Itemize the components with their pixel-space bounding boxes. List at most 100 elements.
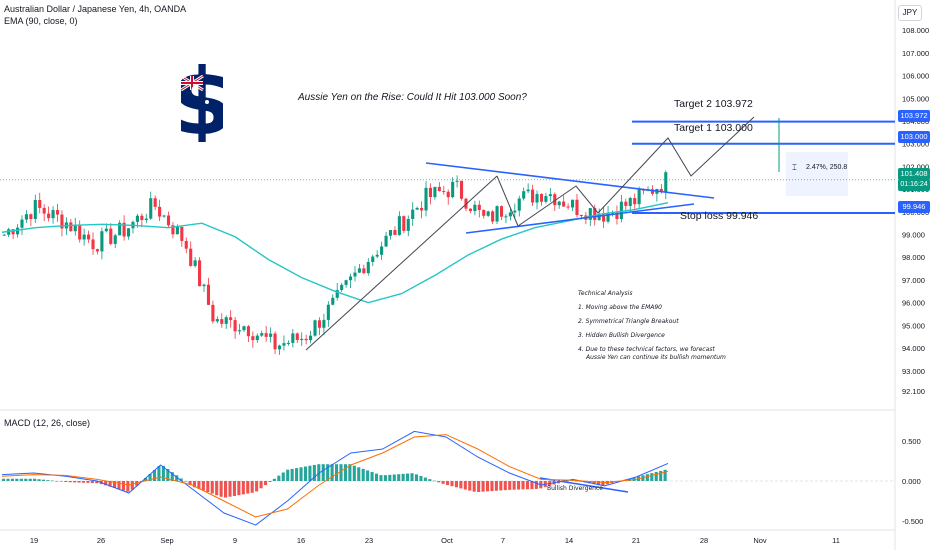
candle-body — [246, 326, 250, 337]
candle-body — [615, 212, 619, 220]
stop-loss-label: Stop loss 99.946 — [680, 210, 759, 222]
candle-body — [348, 276, 353, 281]
macd-histogram-bar — [59, 481, 63, 482]
candle-body — [118, 222, 122, 236]
macd-histogram-bar — [423, 477, 427, 481]
macd-histogram-bar — [352, 465, 356, 481]
macd-histogram-bar — [224, 481, 228, 498]
candle-body — [100, 231, 104, 252]
candle-body — [215, 319, 219, 322]
candle-body — [295, 333, 299, 341]
candle-body — [78, 225, 82, 240]
x-tick-label: Sep — [160, 536, 173, 545]
macd-histogram-bar — [499, 481, 503, 491]
macd-histogram-bar — [472, 481, 476, 492]
candle-body — [193, 260, 197, 266]
macd-histogram-bar — [228, 481, 232, 497]
macd-histogram-bar — [121, 481, 125, 491]
candle-body — [340, 284, 344, 291]
candle-body — [242, 326, 246, 331]
candle-body — [135, 215, 139, 222]
macd-histogram-bar — [46, 480, 50, 481]
candle-body — [33, 199, 37, 219]
macd-histogram-bar — [574, 480, 578, 482]
candle-body — [397, 216, 401, 235]
candle-body — [180, 226, 184, 241]
y-tick-label: 106.000 — [902, 72, 929, 81]
macd-histogram-bar — [601, 481, 605, 486]
macd-histogram-bar — [241, 481, 245, 495]
macd-histogram-bar — [219, 481, 223, 497]
candle-body — [384, 235, 388, 247]
candle-body — [82, 234, 86, 240]
candle-body — [87, 234, 91, 240]
candle-body — [557, 201, 561, 206]
macd-histogram-bar — [517, 481, 521, 490]
macd-histogram-bar — [19, 478, 23, 481]
ema-line — [1, 202, 669, 304]
macd-histogram-bar — [126, 481, 130, 492]
candle-body — [606, 213, 610, 222]
candle-body — [499, 206, 504, 217]
macd-histogram-bar — [86, 481, 90, 483]
stop-price-tag: 99.946 — [898, 201, 930, 213]
macd-histogram-bar — [450, 481, 454, 487]
candle-body — [664, 172, 668, 192]
candle-body — [624, 201, 628, 206]
x-tick-label: 14 — [565, 536, 573, 545]
candle-body — [251, 336, 255, 341]
macd-histogram-bar — [508, 481, 512, 490]
ta-item-2: 2. Symmetrical Triangle Breakout — [578, 318, 679, 325]
macd-histogram-bar — [41, 479, 46, 481]
candle-body — [277, 345, 282, 350]
y-tick-label: 108.000 — [902, 26, 929, 35]
candle-body — [570, 199, 575, 208]
x-tick-label: 26 — [97, 536, 105, 545]
candle-body — [393, 230, 397, 235]
candle-body — [433, 186, 437, 198]
macd-histogram-bar — [90, 481, 94, 484]
macd-histogram-bar — [588, 481, 592, 484]
macd-histogram-bar — [530, 481, 534, 490]
macd-histogram-bar — [272, 478, 276, 481]
x-tick-label: 21 — [632, 536, 640, 545]
candle-body — [60, 214, 64, 229]
macd-histogram-bar — [392, 474, 396, 481]
x-tick-label: 11 — [832, 536, 840, 545]
y-tick-label: 94.000 — [902, 344, 925, 353]
macd-histogram-bar — [401, 473, 405, 481]
macd-histogram-bar — [335, 464, 339, 481]
candle-body — [291, 333, 295, 343]
candle-body — [531, 189, 535, 203]
macd-histogram-bar — [255, 481, 259, 492]
candle-body — [539, 194, 544, 202]
candle-body — [566, 206, 570, 208]
currency-badge[interactable]: JPY — [898, 5, 922, 21]
macd-y-tick-label: 0.000 — [902, 477, 921, 486]
macd-histogram-bar — [175, 475, 179, 481]
triangle-lower-line — [465, 203, 695, 234]
candle-body — [149, 198, 153, 219]
macd-histogram-bar — [2, 478, 6, 481]
candle-body — [140, 215, 144, 221]
macd-histogram-bar — [81, 481, 86, 483]
y-tick-label: 96.000 — [902, 299, 925, 308]
macd-histogram-bar — [108, 481, 112, 487]
macd-histogram-bar — [414, 474, 419, 481]
candle-body — [415, 207, 419, 210]
macd-histogram-bar — [339, 464, 343, 481]
candle-body — [633, 198, 637, 205]
candle-body — [442, 191, 446, 193]
macd-y-tick-label: -0.500 — [902, 517, 923, 526]
ta-item-4: 4. Due to these technical factors, we fo… — [578, 346, 715, 353]
target1-label: Target 1 103.000 — [674, 122, 753, 134]
macd-histogram-bar — [565, 480, 569, 482]
macd-histogram-bar — [343, 464, 347, 481]
macd-histogram-bar — [179, 478, 183, 481]
candle-body — [47, 213, 51, 219]
candle-body — [522, 191, 526, 199]
macd-y-tick-label: 0.500 — [902, 437, 921, 446]
candle-body — [468, 208, 472, 212]
macd-histogram-bar — [321, 464, 325, 481]
